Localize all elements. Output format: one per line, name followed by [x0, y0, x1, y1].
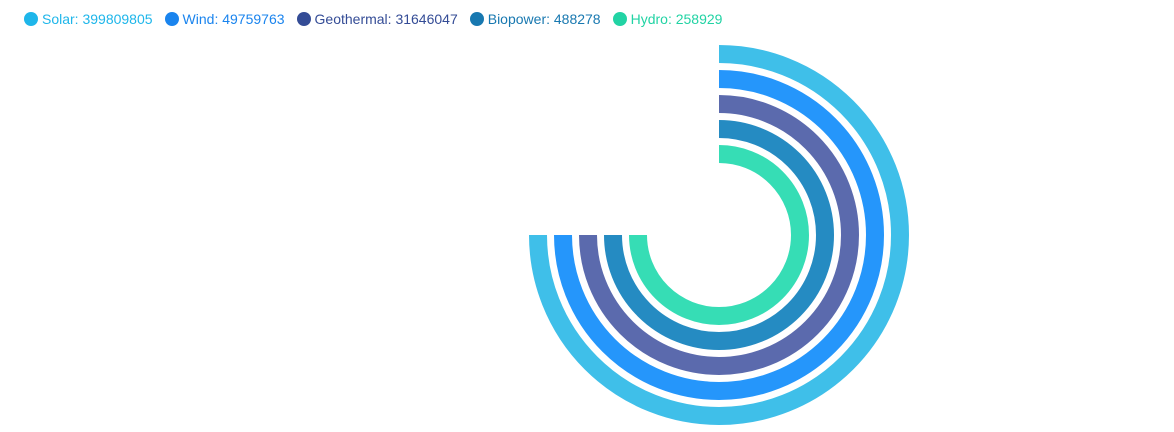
- arc-biopower[interactable]: [604, 120, 834, 350]
- legend-item-geothermal[interactable]: Geothermal: 31646047: [296, 10, 458, 28]
- legend-item-solar[interactable]: Solar: 399809805: [24, 10, 153, 28]
- arc-solar[interactable]: [529, 45, 909, 425]
- legend-swatch-solar: [24, 12, 38, 26]
- legend-label-hydro: Hydro: 258929: [630, 11, 723, 27]
- legend-label-biopower: Biopower: 488278: [487, 11, 601, 27]
- legend-item-biopower[interactable]: Biopower: 488278: [469, 10, 601, 28]
- arc-geothermal[interactable]: [579, 95, 859, 375]
- legend-label-geothermal: Geothermal: 31646047: [314, 11, 458, 27]
- legend-label-solar: Solar: 399809805: [42, 11, 153, 27]
- legend-item-wind[interactable]: Wind: 49759763: [164, 10, 285, 28]
- legend-swatch-geothermal: [296, 12, 311, 26]
- legend: Solar: 399809805 Wind: 49759763 Geotherm…: [24, 10, 734, 28]
- legend-swatch-wind: [164, 12, 179, 26]
- legend-label-wind: Wind: 49759763: [182, 11, 285, 27]
- arc-wind[interactable]: [554, 70, 884, 400]
- arc-hydro[interactable]: [629, 145, 809, 325]
- legend-swatch-hydro: [612, 12, 627, 26]
- legend-swatch-biopower: [469, 12, 484, 26]
- legend-item-hydro[interactable]: Hydro: 258929: [612, 10, 723, 28]
